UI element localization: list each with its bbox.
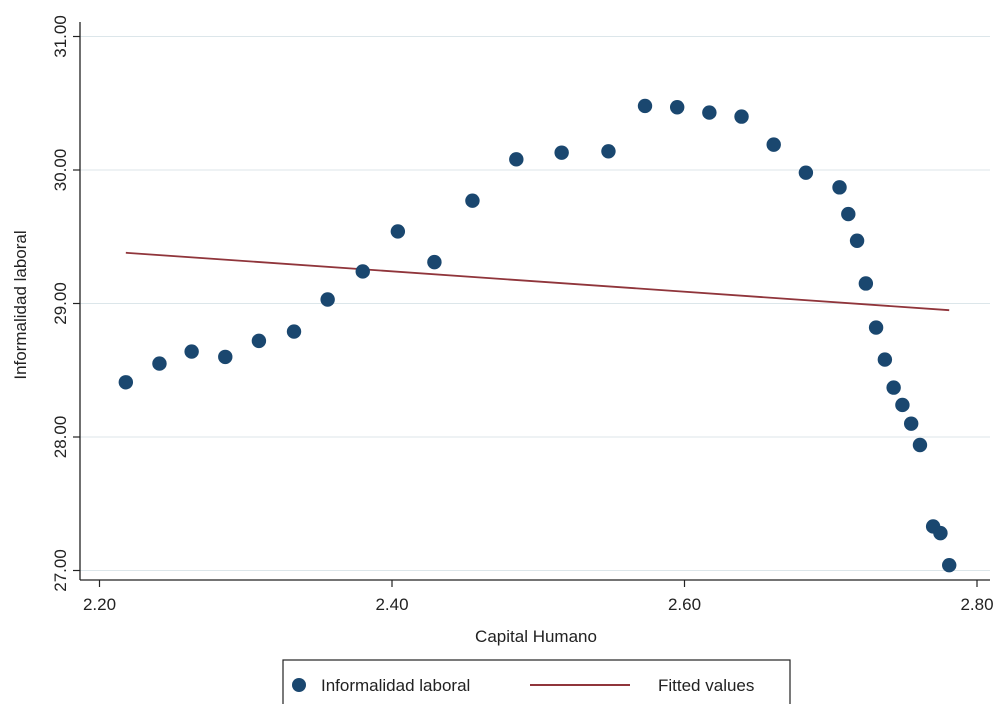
y-axis-ticks: 27.00 28.00 29.00 30.00 31.00 xyxy=(51,15,80,592)
data-point xyxy=(734,109,749,124)
data-point xyxy=(251,333,267,349)
x-tick-label: 2.80 xyxy=(960,595,993,614)
data-point xyxy=(554,145,569,160)
data-point xyxy=(702,105,717,120)
fitted-values-layer xyxy=(125,251,950,312)
legend-label-fitted: Fitted values xyxy=(658,676,754,695)
x-tick-label: 2.20 xyxy=(83,595,116,614)
data-point xyxy=(798,165,814,180)
x-axis-title: Capital Humano xyxy=(475,627,597,646)
y-tick-label: 31.00 xyxy=(51,15,70,58)
data-point xyxy=(877,352,893,367)
data-point xyxy=(427,254,442,270)
data-point xyxy=(355,264,370,279)
axes xyxy=(79,22,990,581)
y-tick-label: 27.00 xyxy=(51,549,70,592)
y-tick-label: 28.00 xyxy=(51,416,70,459)
data-point xyxy=(903,416,919,431)
data-point xyxy=(895,397,910,413)
x-axis-ticks: 2.20 2.40 2.60 2.80 xyxy=(83,580,994,614)
data-points xyxy=(118,98,957,573)
data-point xyxy=(669,100,685,115)
data-point xyxy=(766,137,781,152)
data-point xyxy=(933,525,948,541)
fitted-values-line xyxy=(125,251,950,312)
x-tick-label: 2.60 xyxy=(668,595,701,614)
y-tick-label: 29.00 xyxy=(51,282,70,325)
data-point xyxy=(942,557,957,573)
data-point xyxy=(912,437,928,453)
data-point xyxy=(465,193,480,208)
data-point xyxy=(390,224,406,239)
data-point xyxy=(601,144,616,159)
data-point xyxy=(152,356,167,371)
data-point xyxy=(832,180,847,195)
data-point xyxy=(849,233,865,248)
data-point xyxy=(320,292,335,307)
gridlines xyxy=(80,36,990,571)
data-point xyxy=(858,276,874,291)
data-point xyxy=(637,98,653,114)
data-point xyxy=(118,375,134,390)
y-tick-label: 30.00 xyxy=(51,149,70,192)
data-point xyxy=(868,320,884,335)
legend-marker-informalidad xyxy=(292,678,306,692)
legend-box xyxy=(282,659,791,704)
data-point xyxy=(841,206,856,222)
legend-label-informalidad: Informalidad laboral xyxy=(321,676,470,695)
data-point xyxy=(886,380,901,395)
data-point xyxy=(286,324,302,339)
data-point xyxy=(218,349,233,365)
x-tick-label: 2.40 xyxy=(375,595,408,614)
y-axis-title: Informalidad laboral xyxy=(11,230,30,379)
legend: Informalidad laboral Fitted values xyxy=(282,659,791,704)
data-point xyxy=(509,152,524,167)
data-point xyxy=(184,344,199,359)
